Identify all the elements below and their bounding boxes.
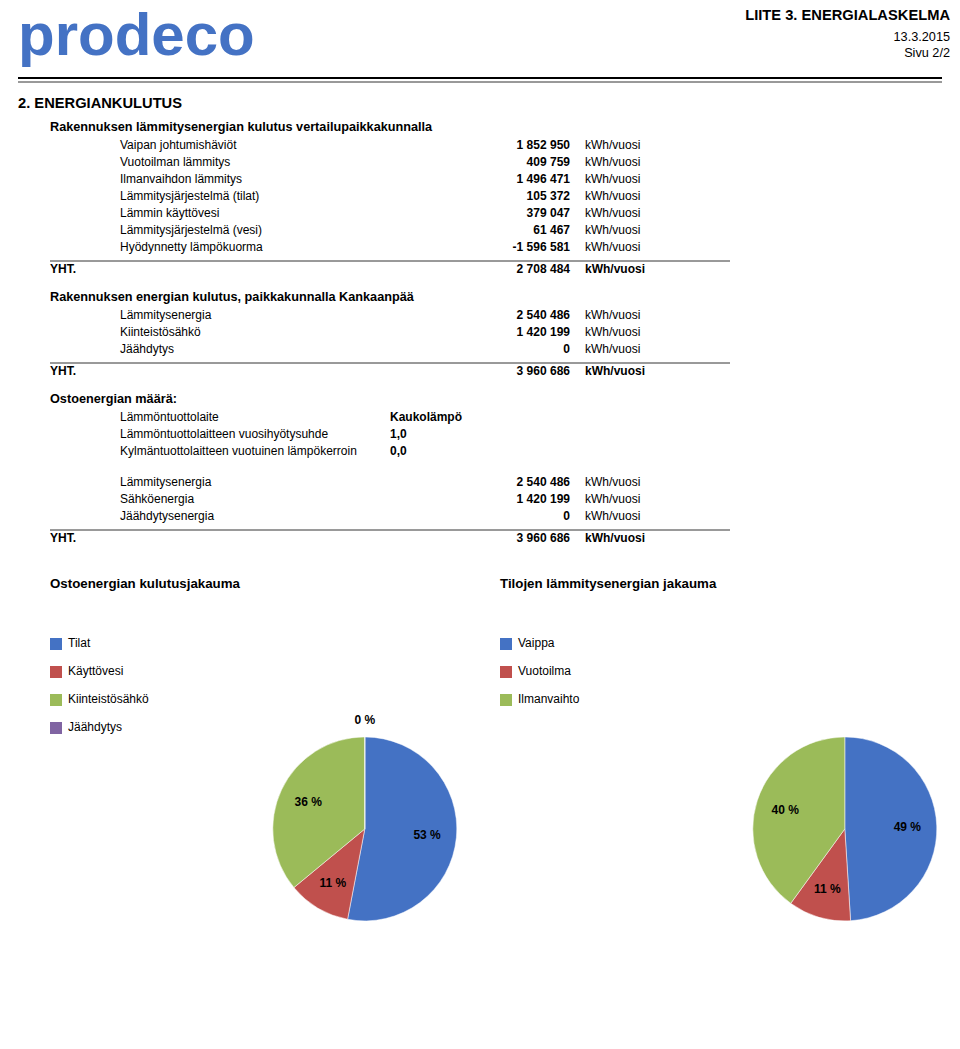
total-value: 3 960 686 — [517, 364, 571, 378]
row-value: 1 852 950 — [517, 138, 571, 152]
legend-label: Jäähdytys — [68, 720, 122, 734]
row-value: 1 420 199 — [517, 325, 571, 339]
row-value: 61 467 — [533, 223, 570, 237]
row-unit: kWh/vuosi — [585, 325, 640, 339]
row-label: Lämmitysjärjestelmä (vesi) — [120, 223, 262, 237]
total-label: YHT. — [50, 262, 76, 276]
row-label: Hyödynnetty lämpökuorma — [120, 240, 263, 254]
row-label: Lämmitysenergia — [120, 308, 212, 322]
legend-swatch — [50, 666, 62, 678]
data-label: 49 % — [894, 820, 922, 834]
row-unit: kWh/vuosi — [585, 240, 640, 254]
row-unit: kWh/vuosi — [585, 189, 640, 203]
row-unit: kWh/vuosi — [585, 206, 640, 220]
row-label: Kiinteistösähkö — [120, 325, 201, 339]
section-title: Rakennuksen lämmitysenergian kulutus ver… — [50, 120, 433, 134]
page: prodeco LIITE 3. ENERGIALASKELMA 13.3.2015… — [0, 0, 960, 1049]
property-value: 0,0 — [390, 444, 407, 458]
legend-swatch — [50, 694, 62, 706]
row-value: 0 — [563, 509, 570, 523]
row-unit: kWh/vuosi — [585, 155, 640, 169]
header-date: 13.3.2015 — [894, 30, 950, 44]
row-label: Vuotoilman lämmitys — [120, 155, 230, 169]
legend-swatch — [50, 638, 62, 650]
row-value: 2 540 486 — [517, 308, 571, 322]
legend-label: Vuotoilma — [518, 664, 571, 678]
row-label: Vaipan johtumishäviöt — [120, 138, 237, 152]
data-label: 53 % — [413, 828, 441, 842]
legend-swatch — [500, 638, 512, 650]
row-label: Ilmanvaihdon lämmitys — [120, 172, 242, 186]
logo: prodeco — [18, 1, 255, 68]
row-value: 409 759 — [527, 155, 571, 169]
total-unit: kWh/vuosi — [585, 262, 645, 276]
property-value: Kaukolämpö — [390, 410, 462, 424]
property-label: Lämmöntuottolaite — [120, 410, 219, 424]
row-unit: kWh/vuosi — [585, 475, 640, 489]
data-label: 11 % — [814, 882, 841, 896]
pie-slice — [273, 737, 365, 888]
row-value: 1 496 471 — [517, 172, 571, 186]
data-label: 0 % — [354, 713, 375, 727]
total-label: YHT. — [50, 531, 76, 545]
legend-label: Kiinteistösähkö — [68, 692, 149, 706]
property-label: Lämmöntuottolaitteen vuosihyötysuhde — [120, 427, 328, 441]
pie-slice — [753, 737, 845, 903]
row-unit: kWh/vuosi — [585, 223, 640, 237]
header-rule — [18, 77, 942, 79]
row-unit: kWh/vuosi — [585, 509, 640, 523]
row-unit: kWh/vuosi — [585, 342, 640, 356]
total-value: 2 708 484 — [517, 262, 571, 276]
total-unit: kWh/vuosi — [585, 531, 645, 545]
legend-label: Vaippa — [518, 636, 555, 650]
row-unit: kWh/vuosi — [585, 138, 640, 152]
data-label: 11 % — [320, 876, 347, 890]
legend-label: Ilmanvaihto — [518, 692, 580, 706]
row-unit: kWh/vuosi — [585, 492, 640, 506]
pie — [273, 737, 457, 921]
total-label: YHT. — [50, 364, 76, 378]
property-label: Kylmäntuottolaitteen vuotuinen lämpökerr… — [120, 444, 357, 458]
row-label: Lämmitysenergia — [120, 475, 212, 489]
pie-slice — [364, 737, 365, 829]
row-unit: kWh/vuosi — [585, 172, 640, 186]
legend-swatch — [50, 722, 62, 734]
pie-slice — [845, 737, 937, 921]
row-label: Sähköenergia — [120, 492, 194, 506]
legend-swatch — [500, 694, 512, 706]
row-label: Lämmin käyttövesi — [120, 206, 219, 220]
row-value: -1 596 581 — [513, 240, 571, 254]
legend-label: Käyttövesi — [68, 664, 123, 678]
row-label: Jäähdytys — [120, 342, 174, 356]
total-value: 3 960 686 — [517, 531, 571, 545]
row-value: 2 540 486 — [517, 475, 571, 489]
property-value: 1,0 — [390, 427, 407, 441]
row-value: 0 — [563, 342, 570, 356]
section-heading: 2. ENERGIANKULUTUS — [18, 95, 182, 111]
legend-swatch — [500, 666, 512, 678]
data-label: 40 % — [772, 803, 800, 817]
row-label: Lämmitysjärjestelmä (tilat) — [120, 189, 259, 203]
pie — [753, 737, 937, 921]
row-value: 105 372 — [527, 189, 571, 203]
header-page: Sivu 2/2 — [904, 46, 950, 60]
row-label: Jäähdytysenergia — [120, 509, 214, 523]
total-unit: kWh/vuosi — [585, 364, 645, 378]
chart-title: Tilojen lämmitysenergian jakauma — [500, 576, 717, 591]
row-unit: kWh/vuosi — [585, 308, 640, 322]
row-value: 1 420 199 — [517, 492, 571, 506]
section-title: Ostoenergian määrä: — [50, 392, 177, 406]
chart-title: Ostoenergian kulutusjakauma — [50, 576, 241, 591]
data-label: 36 % — [295, 795, 323, 809]
header-rule — [18, 82, 942, 83]
row-value: 379 047 — [527, 206, 571, 220]
section-title: Rakennuksen energian kulutus, paikkakunn… — [50, 290, 415, 304]
legend-label: Tilat — [68, 636, 91, 650]
header-title: LIITE 3. ENERGIALASKELMA — [745, 7, 950, 23]
